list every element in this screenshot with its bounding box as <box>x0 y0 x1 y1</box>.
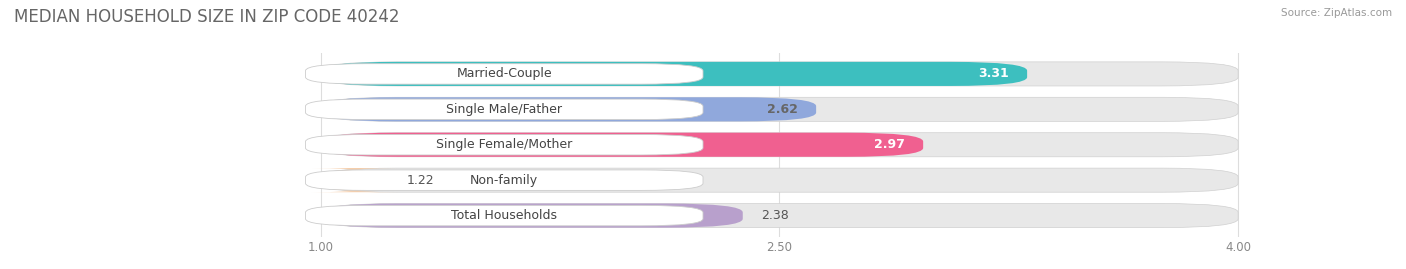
FancyBboxPatch shape <box>321 133 1239 157</box>
FancyBboxPatch shape <box>321 204 1239 228</box>
Text: 2.62: 2.62 <box>766 103 797 116</box>
FancyBboxPatch shape <box>321 97 815 121</box>
Text: Married-Couple: Married-Couple <box>457 68 553 80</box>
Text: Source: ZipAtlas.com: Source: ZipAtlas.com <box>1281 8 1392 18</box>
FancyBboxPatch shape <box>321 62 1239 86</box>
Text: Total Households: Total Households <box>451 209 557 222</box>
Text: 2.97: 2.97 <box>875 138 905 151</box>
FancyBboxPatch shape <box>305 134 703 155</box>
Text: Single Female/Mother: Single Female/Mother <box>436 138 572 151</box>
FancyBboxPatch shape <box>305 99 703 119</box>
Text: 2.38: 2.38 <box>761 209 789 222</box>
FancyBboxPatch shape <box>305 205 703 226</box>
FancyBboxPatch shape <box>305 64 703 84</box>
FancyBboxPatch shape <box>312 168 398 192</box>
FancyBboxPatch shape <box>321 168 1239 192</box>
Text: 1.22: 1.22 <box>406 174 434 187</box>
Text: 3.31: 3.31 <box>979 68 1008 80</box>
Text: MEDIAN HOUSEHOLD SIZE IN ZIP CODE 40242: MEDIAN HOUSEHOLD SIZE IN ZIP CODE 40242 <box>14 8 399 26</box>
FancyBboxPatch shape <box>305 170 703 190</box>
Text: Non-family: Non-family <box>470 174 538 187</box>
FancyBboxPatch shape <box>321 62 1028 86</box>
FancyBboxPatch shape <box>321 97 1239 121</box>
FancyBboxPatch shape <box>321 204 742 228</box>
Text: Single Male/Father: Single Male/Father <box>446 103 562 116</box>
FancyBboxPatch shape <box>321 133 924 157</box>
